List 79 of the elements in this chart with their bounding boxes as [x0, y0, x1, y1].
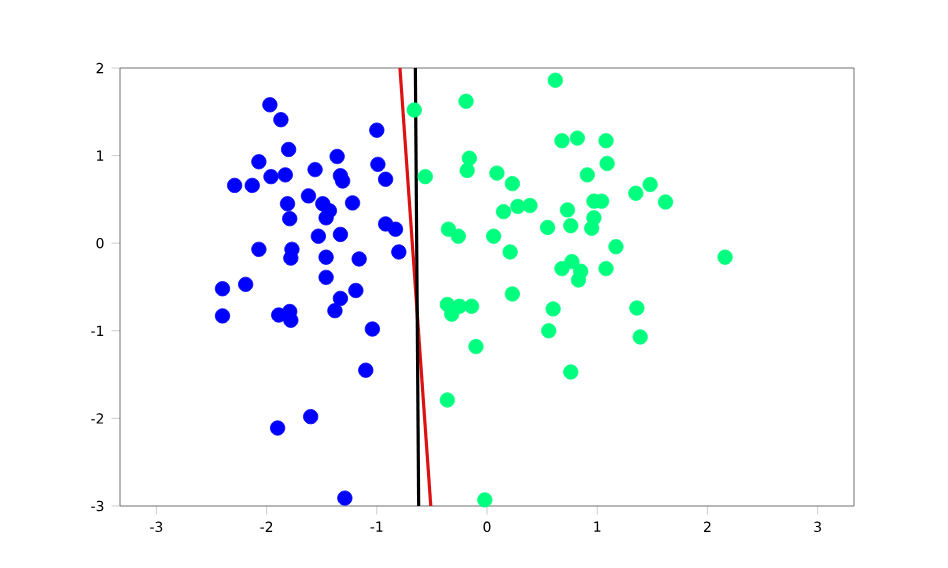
point: [458, 93, 474, 109]
point: [579, 167, 595, 183]
point: [307, 162, 323, 178]
point: [564, 253, 580, 270]
point: [486, 228, 502, 244]
point: [502, 244, 518, 260]
point: [391, 244, 407, 260]
point: [344, 195, 361, 211]
point: [214, 308, 231, 324]
point: [570, 272, 587, 288]
point: [459, 162, 475, 179]
point: [510, 198, 526, 215]
point: [244, 177, 260, 193]
point: [629, 300, 645, 316]
point: [545, 301, 561, 317]
point: [554, 261, 570, 277]
point: [450, 228, 466, 244]
point: [598, 261, 614, 277]
point: [717, 249, 733, 265]
point: [351, 251, 367, 267]
point: [318, 269, 334, 285]
point: [642, 176, 658, 193]
point: [599, 155, 615, 172]
point: [238, 276, 254, 292]
point: [598, 133, 614, 149]
point: [303, 409, 319, 425]
point: [263, 169, 279, 185]
point: [364, 321, 380, 337]
point: [632, 329, 648, 345]
point: [569, 130, 585, 146]
point: [489, 165, 505, 181]
point: [628, 185, 644, 201]
point: [281, 141, 297, 158]
point: [463, 298, 480, 314]
point: [540, 219, 556, 236]
point: [251, 241, 267, 257]
point: [504, 286, 520, 302]
point: [608, 239, 624, 255]
point: [327, 303, 343, 319]
point: [468, 338, 484, 355]
point: [522, 197, 538, 214]
point: [563, 218, 579, 234]
point: [214, 281, 231, 297]
point: [251, 154, 267, 170]
point: [369, 122, 385, 138]
point: [584, 220, 600, 236]
point: [335, 173, 351, 189]
point: [657, 194, 674, 210]
point: [554, 133, 570, 149]
point: [387, 221, 404, 237]
point: [332, 290, 349, 306]
point: [279, 196, 296, 212]
point: [541, 323, 557, 339]
point: [417, 169, 433, 185]
point: [504, 176, 520, 192]
point: [318, 210, 334, 226]
point: [439, 392, 455, 408]
point: [348, 282, 364, 299]
point: [332, 226, 349, 243]
point: [300, 188, 317, 204]
point: [495, 204, 512, 220]
point: [329, 148, 345, 165]
point: [547, 72, 563, 88]
point: [477, 492, 493, 508]
point: [227, 177, 243, 193]
point: [262, 97, 278, 113]
point: [277, 167, 293, 183]
point: [318, 249, 334, 265]
point: [282, 211, 298, 227]
point: [370, 156, 386, 172]
point: [273, 112, 289, 128]
point: [270, 420, 286, 436]
point: [378, 171, 394, 187]
point: [559, 202, 576, 218]
point: [406, 102, 422, 118]
point: [563, 364, 579, 380]
point: [358, 362, 374, 378]
point: [337, 490, 353, 506]
point: [310, 228, 326, 244]
